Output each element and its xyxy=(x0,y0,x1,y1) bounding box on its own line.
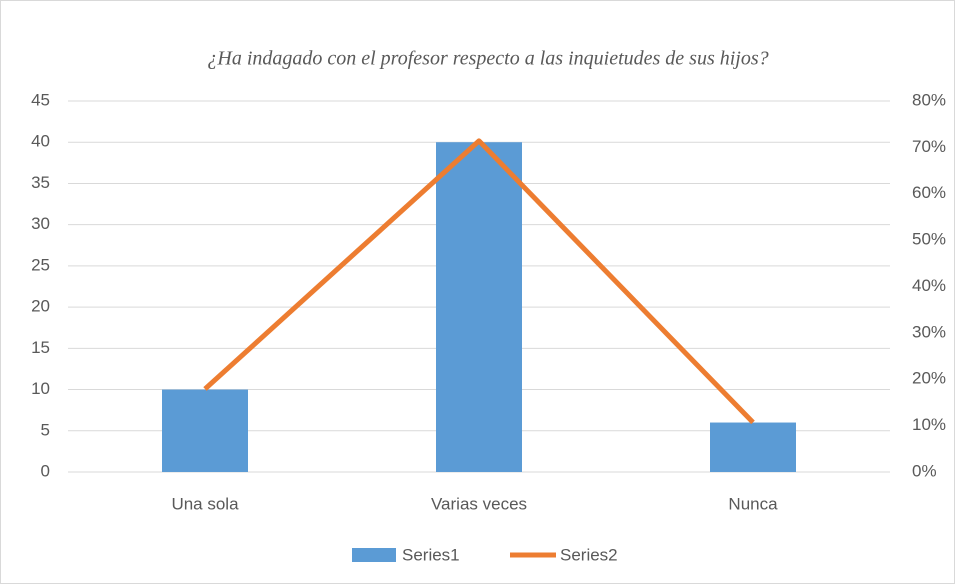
y-tick-label: 35 xyxy=(31,173,50,192)
y2-tick-label: 80% xyxy=(912,90,946,109)
legend-swatch xyxy=(352,548,396,562)
bar xyxy=(710,422,796,472)
y2-tick-label: 20% xyxy=(912,369,946,388)
y-tick-label: 30 xyxy=(31,214,50,233)
y2-tick-label: 10% xyxy=(912,415,946,434)
y2-tick-label: 30% xyxy=(912,322,946,341)
y2-tick-label: 50% xyxy=(912,230,946,249)
y-tick-label: 20 xyxy=(31,297,50,316)
y2-tick-label: 0% xyxy=(912,461,937,480)
x-tick-label: Varias veces xyxy=(431,494,527,513)
legend-label: Series2 xyxy=(560,545,618,564)
chart-title: ¿Ha indagado con el profesor respecto a … xyxy=(207,48,768,70)
y2-tick-label: 70% xyxy=(912,137,946,156)
line xyxy=(203,138,755,425)
bar xyxy=(436,142,522,472)
y-tick-label: 15 xyxy=(31,338,50,357)
y2-tick-label: 60% xyxy=(912,183,946,202)
bar xyxy=(162,389,248,472)
x-tick-label: Nunca xyxy=(728,494,778,513)
y-tick-label: 5 xyxy=(41,420,50,439)
y2-tick-label: 40% xyxy=(912,276,946,295)
y-tick-label: 10 xyxy=(31,379,50,398)
y-tick-label: 45 xyxy=(31,90,50,109)
legend-label: Series1 xyxy=(402,545,460,564)
y-tick-label: 0 xyxy=(41,461,50,480)
y-tick-label: 25 xyxy=(31,255,50,274)
y-tick-label: 40 xyxy=(31,132,50,151)
x-tick-label: Una sola xyxy=(171,494,239,513)
